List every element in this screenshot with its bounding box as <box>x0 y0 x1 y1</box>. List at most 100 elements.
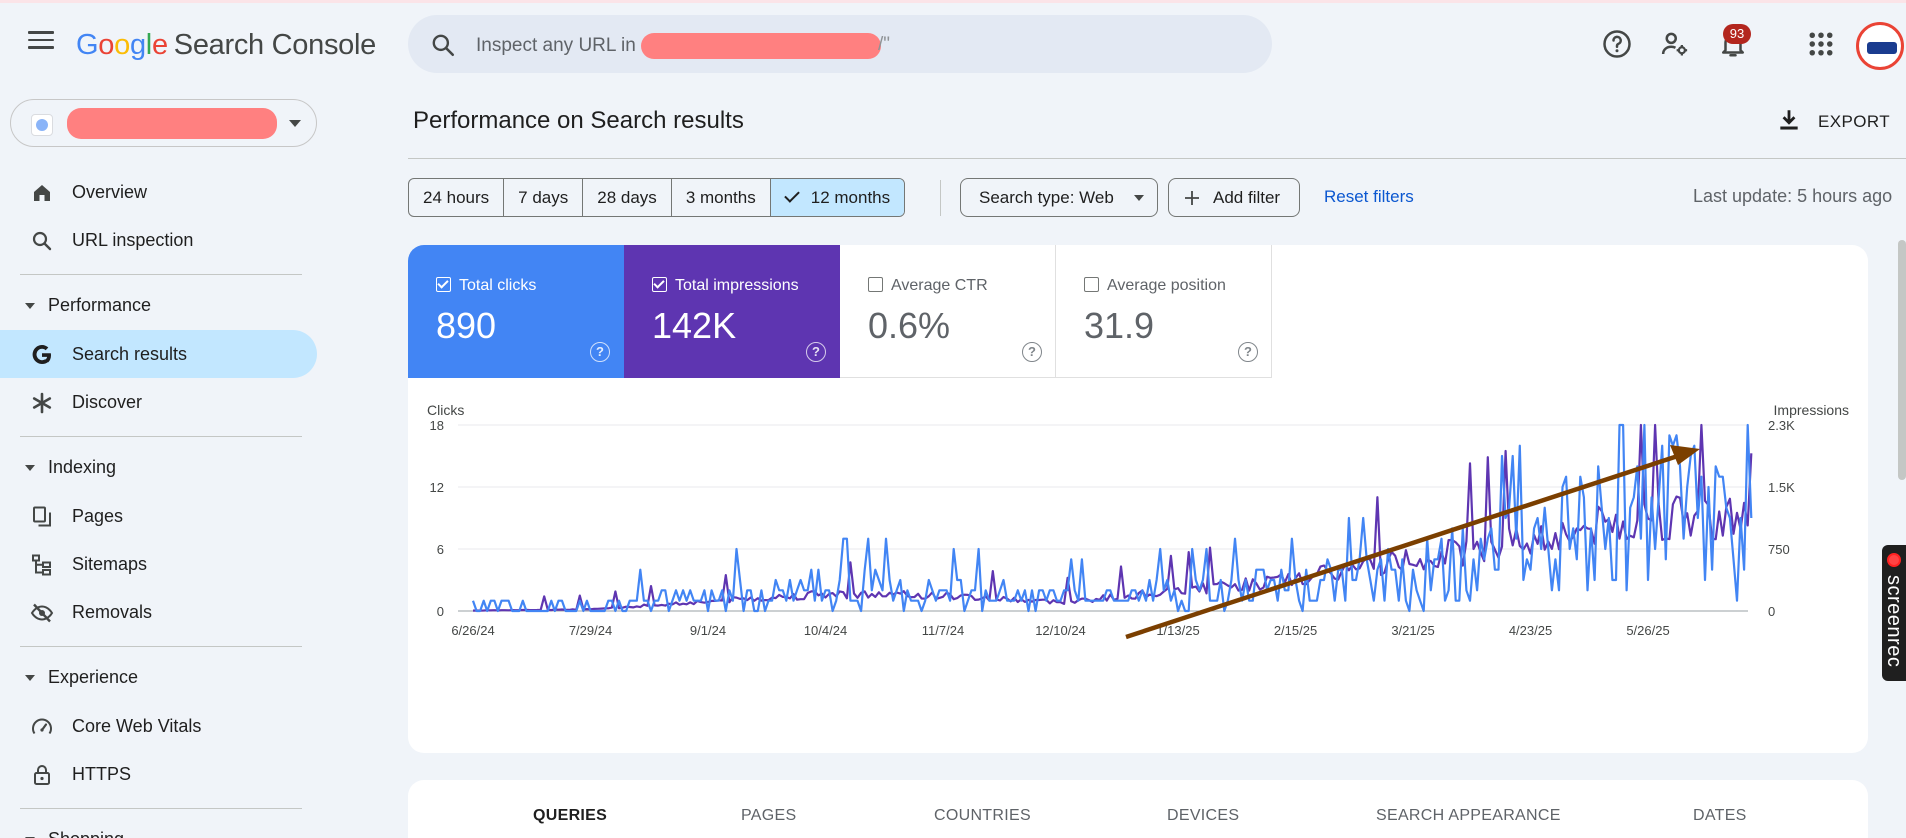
sidebar-section-indexing[interactable]: Indexing <box>0 448 317 488</box>
sitemap-icon <box>32 554 51 576</box>
property-selector[interactable] <box>10 99 317 147</box>
eye-off-icon <box>30 603 54 623</box>
sidebar-item-discover[interactable]: Discover <box>0 378 317 426</box>
search-placeholder-tail: /" <box>878 34 891 55</box>
asterisk-icon <box>32 392 52 414</box>
range-3-months[interactable]: 3 months <box>672 179 771 216</box>
x-tick-label: 9/1/24 <box>690 623 726 638</box>
metric-average-ctr[interactable]: Average CTR 0.6% ? <box>840 245 1056 378</box>
record-icon <box>1887 553 1901 567</box>
last-update-text: Last update: 5 hours ago <box>1693 186 1893 206</box>
product-logo[interactable]: Google Search Console <box>76 29 376 61</box>
chevron-down-icon <box>289 120 301 127</box>
help-icon[interactable]: ? <box>590 342 610 362</box>
performance-chart: Clicks Impressions 0 0 6 750 12 1.5K 18 2.3K 6/… <box>427 402 1849 640</box>
performance-card: Total clicks 890 ? Total impressions 142… <box>408 245 1868 753</box>
url-inspect-search-bar[interactable]: Inspect any URL in /" <box>408 15 1272 73</box>
search-type-filter[interactable]: Search type: Web <box>960 178 1158 217</box>
range-24-hours[interactable]: 24 hours <box>409 179 505 216</box>
help-icon[interactable]: ? <box>1238 342 1258 362</box>
series-line-clicks <box>471 423 1753 613</box>
metric-total-impressions[interactable]: Total impressions 142K ? <box>624 245 840 378</box>
redacted-property-name <box>67 108 277 139</box>
sidebar-item-removals[interactable]: Removals <box>0 588 317 636</box>
add-filter-label: Add filter <box>1213 188 1281 207</box>
dimension-tabs: QUERIES PAGES COUNTRIES DEVICES SEARCH A… <box>408 780 1868 838</box>
y-left-tick-label: 0 <box>437 604 444 619</box>
menu-icon[interactable] <box>28 31 54 53</box>
sidebar-item-core-web-vitals[interactable]: Core Web Vitals <box>0 702 317 750</box>
metric-average-position[interactable]: Average position 31.9 ? <box>1056 245 1272 378</box>
checkbox-unchecked-icon <box>868 277 883 292</box>
sidebar-section-experience[interactable]: Experience <box>0 658 317 698</box>
y-right-tick-label: 0 <box>1768 604 1775 619</box>
sidebar-item-overview[interactable]: Overview <box>0 168 317 216</box>
tab-pages[interactable]: PAGES <box>741 807 797 824</box>
sidebar-item-https[interactable]: HTTPS <box>0 750 317 798</box>
tab-devices[interactable]: DEVICES <box>1167 807 1240 824</box>
sidebar-divider <box>20 436 302 437</box>
sidebar-item-sitemaps[interactable]: Sitemaps <box>0 540 317 588</box>
tab-search-appearance[interactable]: SEARCH APPEARANCE <box>1376 807 1561 824</box>
search-type-label: Search type: Web <box>979 188 1114 207</box>
tab-dates[interactable]: DATES <box>1693 807 1747 824</box>
range-28-days[interactable]: 28 days <box>583 179 672 216</box>
home-icon <box>34 185 50 201</box>
download-icon <box>1780 110 1798 130</box>
checkbox-checked-icon <box>436 277 451 292</box>
tab-queries[interactable]: QUERIES <box>533 807 608 824</box>
header-divider <box>408 158 1906 159</box>
top-app-bar: Google Search Console Inspect any URL in … <box>0 3 1906 83</box>
date-range-selector: 24 hours 7 days 28 days 3 months 12 mont… <box>408 178 906 217</box>
sidebar-item-url-inspection[interactable]: URL inspection <box>0 216 317 264</box>
filter-separator <box>940 180 941 216</box>
top-accent-line <box>0 0 1906 3</box>
checkbox-unchecked-icon <box>1084 277 1099 292</box>
x-tick-labels: 6/26/24 7/29/24 9/1/24 10/4/24 11/7/24 12/10/… <box>451 623 1669 638</box>
x-tick-label: 2/15/25 <box>1274 623 1317 638</box>
x-tick-label: 3/21/25 <box>1391 623 1434 638</box>
y-right-tick-label: 2.3K <box>1768 418 1795 433</box>
page-scrollbar[interactable] <box>1898 240 1906 480</box>
help-icon[interactable]: ? <box>806 342 826 362</box>
x-tick-label: 5/26/25 <box>1626 623 1669 638</box>
reset-filters-link[interactable]: Reset filters <box>1324 187 1414 206</box>
checkbox-checked-icon <box>652 277 667 292</box>
tab-countries[interactable]: COUNTRIES <box>934 807 1031 824</box>
x-tick-label: 12/10/24 <box>1035 623 1086 638</box>
google-g-icon <box>32 345 51 364</box>
y-left-tick-label: 12 <box>430 480 444 495</box>
manage-users-icon[interactable] <box>1660 29 1690 59</box>
range-12-months[interactable]: 12 months <box>770 179 905 216</box>
x-tick-label: 11/7/24 <box>922 623 964 638</box>
search-placeholder: Inspect any URL in <box>476 35 636 56</box>
x-tick-label: 10/4/24 <box>804 623 847 638</box>
screen-recorder-badge[interactable]: screenrec <box>1882 545 1906 681</box>
range-12-months-label: 12 months <box>810 188 891 207</box>
trend-arrow-annotation <box>1125 445 1700 640</box>
apps-icon[interactable] <box>1806 29 1836 59</box>
recorder-label: screenrec <box>1883 575 1905 668</box>
add-filter-button[interactable]: Add filter <box>1168 178 1300 217</box>
help-icon[interactable]: ? <box>1022 342 1042 362</box>
sidebar-section-shopping[interactable]: Shopping <box>0 820 317 838</box>
notification-count-badge: 93 <box>1723 24 1751 44</box>
help-icon[interactable] <box>1602 29 1632 59</box>
y-left-tick-label: 6 <box>437 542 444 557</box>
lock-icon <box>34 765 50 785</box>
collapse-triangle-icon <box>25 465 35 471</box>
sidebar-section-performance[interactable]: Performance <box>0 286 317 326</box>
metric-total-clicks[interactable]: Total clicks 890 ? <box>408 245 624 378</box>
pages-icon <box>33 506 51 527</box>
y-left-tick-label: 18 <box>430 418 444 433</box>
sidebar-divider <box>20 646 302 647</box>
range-7-days[interactable]: 7 days <box>504 179 584 216</box>
x-tick-label: 6/26/24 <box>451 623 494 638</box>
sidebar-item-search-results[interactable]: Search results <box>0 330 317 378</box>
check-icon <box>783 187 800 203</box>
y-axis-label-left: Clicks <box>427 402 464 418</box>
sidebar-item-pages[interactable]: Pages <box>0 492 317 540</box>
collapse-triangle-icon <box>25 303 35 309</box>
account-avatar[interactable] <box>1856 22 1904 70</box>
chart-grid <box>458 424 1748 612</box>
